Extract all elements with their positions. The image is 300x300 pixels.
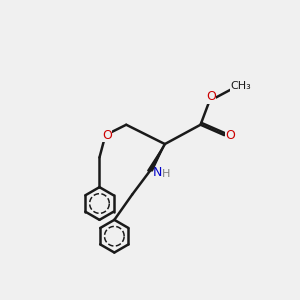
Text: O: O bbox=[225, 129, 235, 142]
Text: O: O bbox=[206, 90, 216, 103]
Text: O: O bbox=[102, 129, 112, 142]
Text: H: H bbox=[162, 169, 170, 179]
Text: N: N bbox=[153, 166, 162, 179]
Text: CH₃: CH₃ bbox=[230, 81, 251, 91]
Polygon shape bbox=[148, 144, 165, 171]
